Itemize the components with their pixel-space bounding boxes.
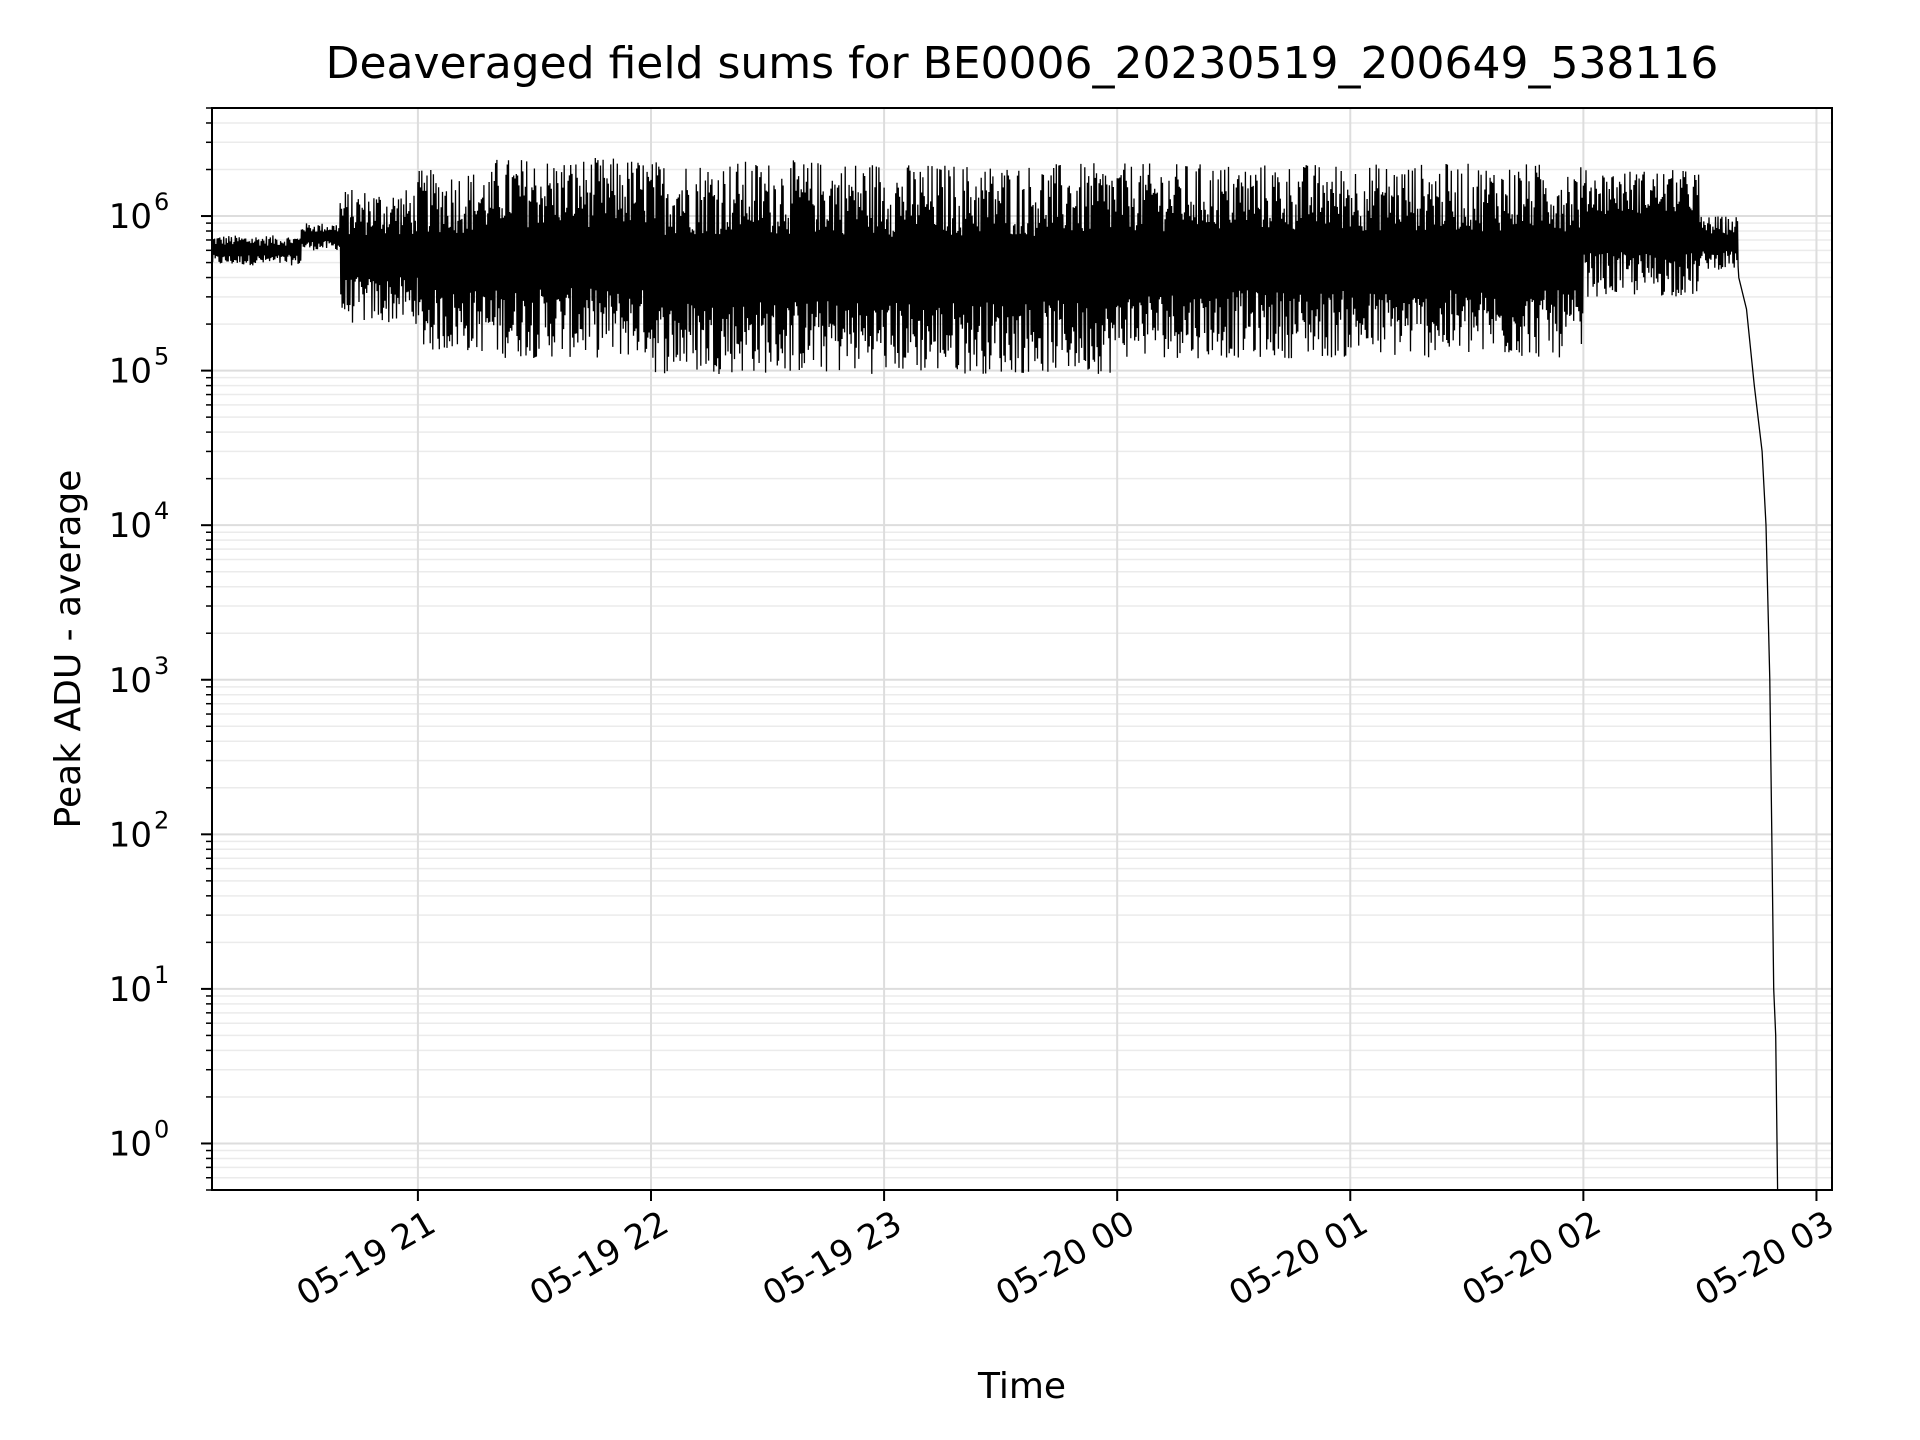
y-tick-exponent: 0 [154, 1115, 169, 1143]
y-tick-label: 10 [109, 815, 152, 855]
x-axis-label: Time [977, 1366, 1066, 1407]
y-axis-label: Peak ADU - average [48, 470, 89, 829]
y-tick-exponent: 6 [154, 188, 169, 216]
y-tick-label: 10 [109, 506, 152, 546]
data-series [211, 157, 1779, 1191]
y-tick-exponent: 4 [154, 497, 169, 525]
y-tick-label: 10 [109, 197, 152, 237]
y-tick-label: 10 [109, 970, 152, 1010]
y-tick-label: 10 [109, 1124, 152, 1164]
grid-lines [212, 107, 1832, 1191]
series-line [211, 157, 1779, 1191]
y-tick-label: 10 [109, 352, 152, 392]
y-tick-exponent: 2 [154, 806, 169, 834]
y-tick-exponent: 5 [154, 343, 169, 371]
y-tick-exponent: 3 [154, 652, 169, 680]
y-tick-exponent: 1 [154, 961, 169, 989]
plot-frame [211, 107, 1833, 1191]
chart-title: Deaveraged field sums for BE0006_2023051… [326, 38, 1719, 89]
y-tick-label: 10 [109, 661, 152, 701]
